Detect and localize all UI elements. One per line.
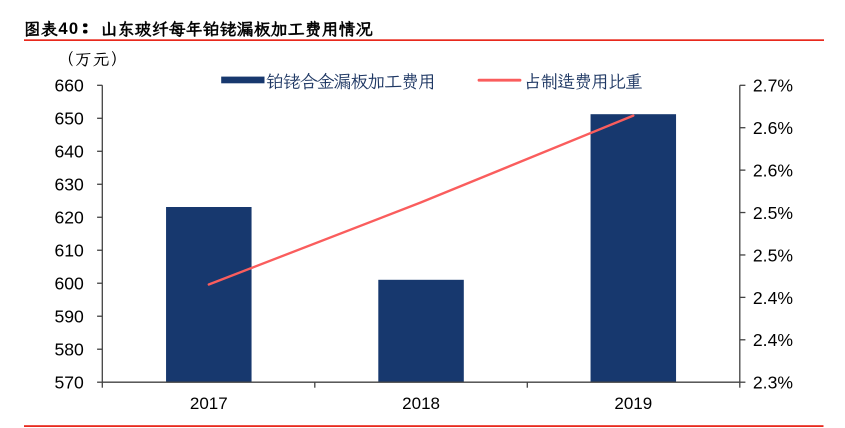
svg-text:640: 640 (54, 142, 84, 162)
svg-text:580: 580 (54, 340, 84, 360)
svg-text:2.4%: 2.4% (753, 288, 793, 308)
svg-text:2.5%: 2.5% (753, 203, 793, 223)
svg-text:40: 40 (58, 19, 79, 38)
svg-text:630: 630 (54, 175, 84, 195)
svg-text:600: 600 (54, 274, 84, 294)
svg-text:660: 660 (54, 76, 84, 96)
svg-text:2.6%: 2.6% (753, 161, 793, 181)
svg-text:2.6%: 2.6% (753, 118, 793, 138)
svg-text:620: 620 (54, 208, 84, 228)
svg-text:590: 590 (54, 307, 84, 327)
svg-text:2.3%: 2.3% (753, 373, 793, 393)
svg-text:610: 610 (54, 241, 84, 261)
svg-text:570: 570 (54, 373, 84, 393)
svg-text:2017: 2017 (190, 394, 228, 413)
svg-text:2018: 2018 (402, 394, 440, 413)
svg-text:650: 650 (54, 109, 84, 129)
svg-text:2019: 2019 (614, 394, 652, 413)
svg-text:2.7%: 2.7% (753, 76, 793, 96)
svg-text:2.4%: 2.4% (753, 330, 793, 350)
svg-text:2.5%: 2.5% (753, 245, 793, 265)
